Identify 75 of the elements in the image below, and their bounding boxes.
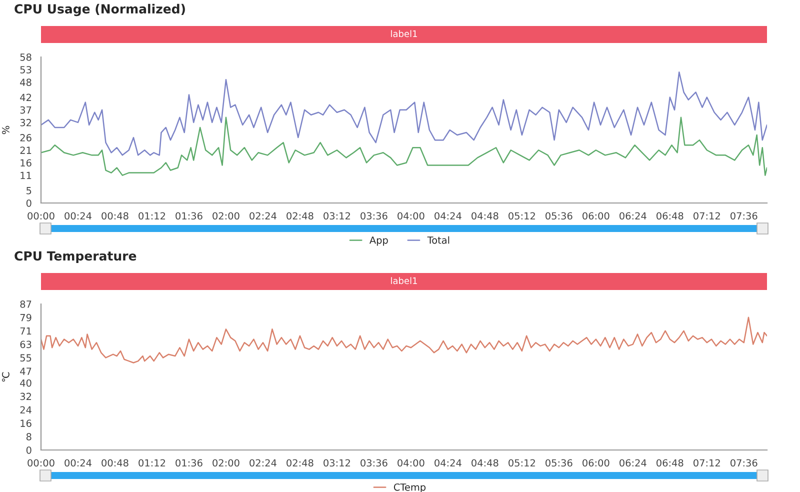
x-tick-label: 03:12 — [324, 459, 350, 467]
x-tick-label: 06:48 — [656, 212, 684, 220]
x-tick-label: 02:00 — [212, 212, 240, 220]
y-tick-label: 48 — [20, 78, 32, 86]
line-series — [41, 71, 767, 156]
x-tick-label: 07:12 — [694, 212, 720, 220]
y-tick-label: 42 — [20, 94, 31, 101]
x-tick-label: 04:48 — [472, 212, 498, 220]
chart-title: CPU Temperature — [14, 251, 136, 264]
x-tick-label: 06:00 — [582, 212, 610, 220]
y-tick-label: 5 — [26, 187, 32, 194]
y-tick-label: 21 — [20, 146, 32, 154]
x-tick-label: 06:00 — [582, 459, 610, 467]
y-tick-label: 40 — [20, 379, 32, 387]
y-axis-title: % — [2, 126, 10, 134]
x-tick-label: 01:12 — [138, 459, 166, 467]
y-tick-label: 32 — [20, 392, 31, 400]
x-tick-label: 05:36 — [546, 459, 572, 467]
y-tick-label: 53 — [20, 66, 32, 74]
x-tick-label: 04:00 — [398, 212, 424, 220]
x-tick-label: 07:36 — [730, 459, 758, 467]
y-tick-label: 37 — [20, 106, 32, 114]
x-tick-label: 00:48 — [102, 212, 128, 220]
y-tick-label: 79 — [20, 314, 32, 322]
x-tick-label: 07:12 — [694, 459, 720, 467]
line-series — [41, 116, 767, 176]
x-tick-label: 04:24 — [434, 459, 462, 467]
y-tick-label: 32 — [20, 118, 31, 126]
y-tick-label: 55 — [20, 354, 32, 362]
x-tick-label: 01:12 — [138, 212, 166, 220]
y-tick-label: 63 — [20, 340, 32, 348]
x-tick-label: 04:00 — [398, 459, 424, 467]
x-tick-label: 06:24 — [620, 459, 646, 467]
x-tick-label: 00:48 — [102, 459, 128, 467]
x-tick-label: 05:12 — [508, 212, 535, 220]
y-tick-label: 16 — [20, 159, 32, 167]
legend-label: Total — [427, 236, 450, 244]
x-tick-label: 00:00 — [28, 459, 54, 467]
y-tick-label: 16 — [20, 420, 32, 427]
y-tick-label: 71 — [20, 327, 32, 335]
x-tick-label: 02:00 — [212, 459, 240, 467]
text: label1 — [391, 277, 417, 284]
y-tick-label: 47 — [20, 368, 32, 375]
y-tick-label: 87 — [20, 300, 32, 308]
x-tick-label: 06:48 — [656, 459, 684, 467]
x-tick-label: 03:36 — [360, 212, 388, 220]
x-tick-label: 02:48 — [286, 459, 314, 467]
y-tick-label: 0 — [26, 199, 32, 207]
x-tick-label: 03:12 — [324, 212, 350, 220]
x-tick-label: 05:36 — [546, 212, 572, 220]
y-tick-label: 0 — [26, 446, 32, 454]
y-axis-title: ℃ — [2, 372, 10, 382]
y-tick-label: 8 — [26, 433, 32, 440]
y-tick-label: 24 — [20, 406, 32, 414]
text: label1 — [391, 30, 417, 38]
line-series — [41, 316, 767, 364]
x-tick-label: 01:36 — [176, 459, 202, 467]
x-tick-label: 01:36 — [176, 212, 202, 220]
x-tick-label: 00:00 — [28, 212, 54, 220]
x-tick-label: 06:24 — [620, 212, 646, 220]
x-tick-label: 00:24 — [64, 212, 92, 220]
x-tick-label: 02:24 — [250, 459, 276, 467]
x-tick-label: 04:48 — [472, 459, 498, 467]
legend-label: App — [370, 236, 388, 246]
x-tick-label: 02:48 — [286, 212, 314, 220]
x-tick-label: 03:36 — [360, 459, 388, 467]
x-tick-label: 05:12 — [508, 459, 535, 467]
x-tick-label: 04:24 — [434, 212, 462, 220]
x-tick-label: 02:24 — [250, 212, 276, 220]
y-tick-label: 26 — [20, 134, 32, 142]
x-tick-label: 00:24 — [64, 459, 92, 467]
chart-title: CPU Usage (Normalized) — [14, 4, 185, 16]
y-tick-label: 11 — [20, 172, 32, 180]
y-tick-label: 58 — [20, 53, 32, 61]
x-tick-label: 07:36 — [730, 212, 758, 220]
